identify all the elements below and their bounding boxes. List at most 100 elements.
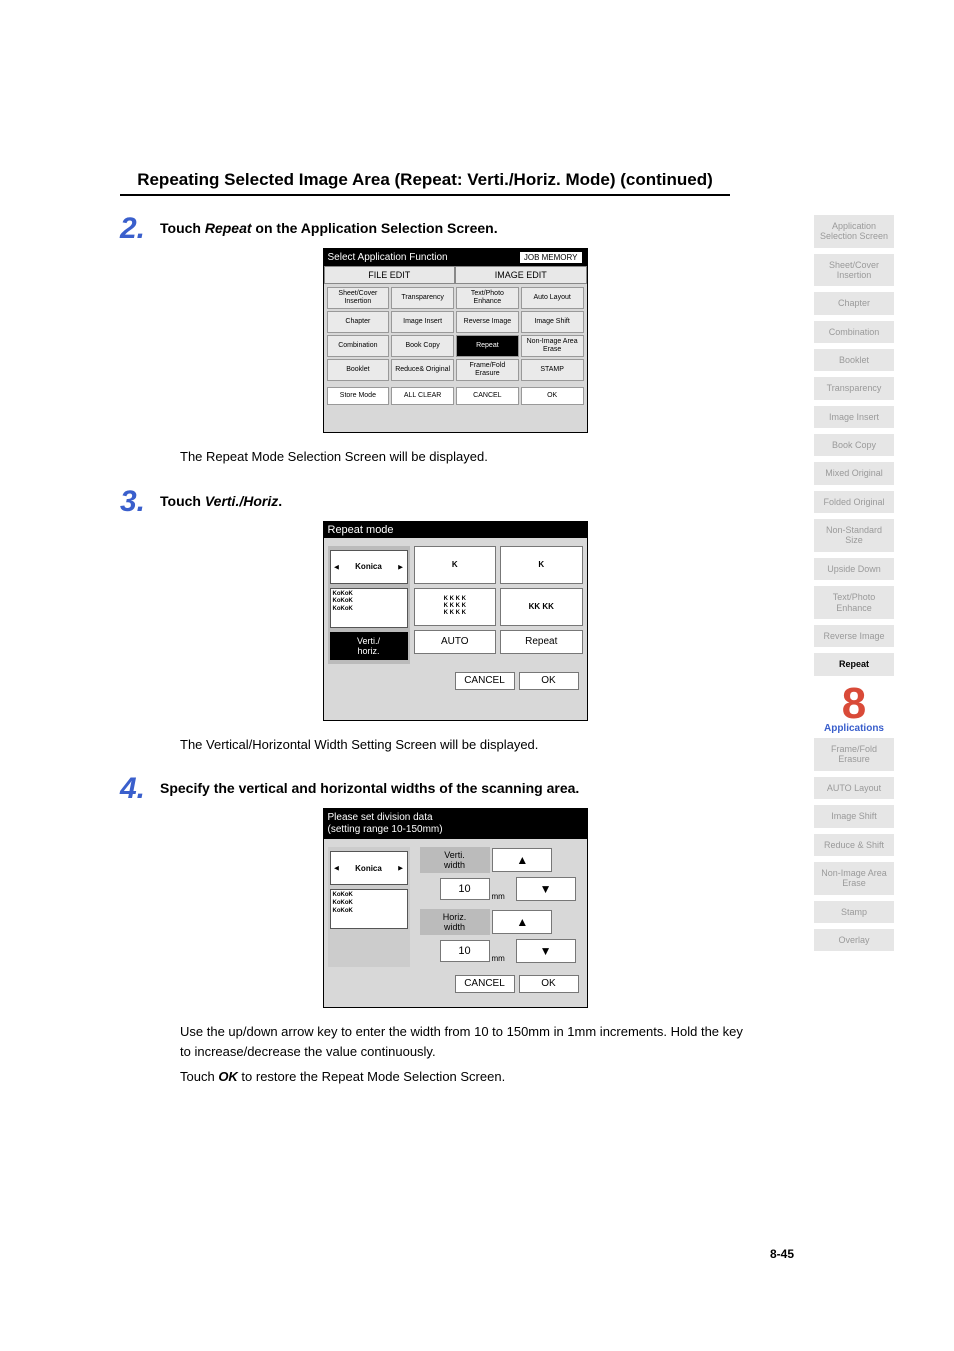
down-arrow-button[interactable]: ▼ (516, 939, 576, 963)
sidebar-item[interactable]: Sheet/Cover Insertion (814, 254, 894, 287)
repeat-header: Repeat mode (324, 522, 587, 538)
repeat-mode-cell[interactable]: K (414, 546, 497, 584)
arrow-icon: ► (397, 562, 405, 571)
sidebar-item[interactable]: Reverse Image (814, 625, 894, 647)
horiz-width-value: 10 (440, 940, 490, 962)
app-btn[interactable]: Book Copy (391, 335, 454, 357)
sidebar-item-repeat[interactable]: Repeat (814, 653, 894, 675)
app-btn[interactable]: Auto Layout (521, 287, 584, 309)
app-screen-header: Select Application Function JOB MEMORY (324, 249, 587, 266)
app-btn[interactable]: Combination (327, 335, 390, 357)
app-btn[interactable]: Image Insert (391, 311, 454, 333)
unit-label: mm (492, 954, 505, 963)
sidebar-item[interactable]: Application Selection Screen (814, 215, 894, 248)
sidebar: Application Selection Screen Sheet/Cover… (814, 215, 894, 957)
ok-button[interactable]: OK (519, 672, 579, 690)
kokok-preview: KoKoK KoKoK KoKoK (330, 588, 408, 628)
sidebar-item[interactable]: Combination (814, 321, 894, 343)
text: Touch (160, 493, 205, 509)
unit-label: mm (492, 892, 505, 901)
text-emphasis: Verti./Horiz (205, 493, 278, 509)
auto-button[interactable]: AUTO (414, 630, 497, 654)
app-btn[interactable]: STAMP (521, 359, 584, 381)
job-memory-button[interactable]: JOB MEMORY (519, 251, 583, 264)
sidebar-item[interactable]: Folded Original (814, 491, 894, 513)
step-4-text2: Touch OK to restore the Repeat Mode Sele… (180, 1067, 750, 1087)
chapter-label: Applications (814, 723, 894, 734)
arrow-icon: ► (397, 864, 405, 873)
app-btn[interactable]: Reduce& Original (391, 359, 454, 381)
sidebar-item[interactable]: Transparency (814, 377, 894, 399)
width-header: Please set division data (setting range … (324, 809, 587, 839)
app-btn[interactable]: Booklet (327, 359, 390, 381)
app-btn[interactable]: Sheet/Cover Insertion (327, 287, 390, 309)
up-arrow-button[interactable]: ▲ (492, 848, 552, 872)
arrow-icon: ◄ (333, 864, 341, 873)
sidebar-item[interactable]: Overlay (814, 929, 894, 951)
sidebar-item[interactable]: Mixed Original (814, 462, 894, 484)
step-2-heading: Touch Repeat on the Application Selectio… (160, 220, 750, 236)
width-left-panel: ◄ Konica ► KoKoK KoKoK KoKoK (328, 847, 410, 967)
sidebar-item[interactable]: Non-Image Area Erase (814, 862, 894, 895)
step-number: 4. (120, 774, 160, 1087)
app-btn[interactable]: Image Shift (521, 311, 584, 333)
sidebar-item[interactable]: Text/Photo Enhance (814, 586, 894, 619)
konica-label: Konica (355, 864, 382, 873)
sidebar-item[interactable]: Chapter (814, 292, 894, 314)
app-btn[interactable]: Transparency (391, 287, 454, 309)
verti-width-label: Verti. width (420, 847, 490, 873)
step-3-heading: Touch Verti./Horiz. (160, 493, 750, 509)
repeat-button[interactable]: Repeat (500, 630, 583, 654)
ok-button[interactable]: OK (519, 975, 579, 993)
step-4-heading: Specify the vertical and horizontal widt… (160, 780, 750, 796)
cancel-button[interactable]: CANCEL (455, 672, 515, 690)
width-setting-screen: Please set division data (setting range … (323, 808, 588, 1008)
width-header-line2: (setting range 10-150mm) (328, 824, 583, 836)
repeat-mode-cell[interactable]: K K K KK K K KK K K K (414, 588, 497, 626)
sidebar-item[interactable]: Image Insert (814, 406, 894, 428)
verti-horiz-button[interactable]: Verti./ horiz. (330, 632, 408, 660)
arrow-icon: ◄ (333, 562, 341, 571)
cancel-button[interactable]: CANCEL (456, 387, 519, 405)
up-arrow-button[interactable]: ▲ (492, 910, 552, 934)
text-emphasis: OK (218, 1069, 238, 1084)
app-btn[interactable]: Reverse Image (456, 311, 519, 333)
kokok-preview: KoKoK KoKoK KoKoK (330, 889, 408, 929)
tab-image-edit[interactable]: IMAGE EDIT (455, 266, 587, 284)
repeat-left-panel: ◄ Konica ► KoKoK KoKoK KoKoK Verti./ hor… (328, 546, 410, 664)
app-btn[interactable]: Chapter (327, 311, 390, 333)
sidebar-item[interactable]: Frame/Fold Erasure (814, 738, 894, 771)
konica-label: Konica (355, 562, 382, 571)
ok-button[interactable]: OK (521, 387, 584, 405)
repeat-mode-cell[interactable]: KK KK (500, 588, 583, 626)
sidebar-item[interactable]: Booklet (814, 349, 894, 371)
tab-file-edit[interactable]: FILE EDIT (324, 266, 456, 284)
page-number: 8-45 (770, 1247, 794, 1261)
step-2-followup: The Repeat Mode Selection Screen will be… (180, 447, 750, 467)
sidebar-item[interactable]: Reduce & Shift (814, 834, 894, 856)
sidebar-item[interactable]: Upside Down (814, 558, 894, 580)
app-btn[interactable]: Text/Photo Enhance (456, 287, 519, 309)
store-mode-button[interactable]: Store Mode (327, 387, 390, 405)
cancel-button[interactable]: CANCEL (455, 975, 515, 993)
sidebar-item[interactable]: Stamp (814, 901, 894, 923)
app-btn[interactable]: Non-Image Area Erase (521, 335, 584, 357)
step-number: 3. (120, 487, 160, 755)
repeat-mode-cell[interactable]: K (500, 546, 583, 584)
sidebar-item[interactable]: Image Shift (814, 805, 894, 827)
step-number: 2. (120, 214, 160, 467)
text: to restore the Repeat Mode Selection Scr… (238, 1069, 505, 1084)
app-header-text: Select Application Function (328, 252, 448, 263)
down-arrow-button[interactable]: ▼ (516, 877, 576, 901)
sidebar-item[interactable]: Book Copy (814, 434, 894, 456)
sidebar-item[interactable]: AUTO Layout (814, 777, 894, 799)
step-4: 4. Specify the vertical and horizontal w… (120, 774, 750, 1087)
app-btn[interactable]: Frame/Fold Erasure (456, 359, 519, 381)
app-btn-repeat[interactable]: Repeat (456, 335, 519, 357)
app-selection-screen: Select Application Function JOB MEMORY F… (323, 248, 588, 433)
step-4-text1: Use the up/down arrow key to enter the w… (180, 1022, 750, 1061)
step-2: 2. Touch Repeat on the Application Selec… (120, 214, 750, 467)
sidebar-item[interactable]: Non-Standard Size (814, 519, 894, 552)
konica-preview: ◄ Konica ► (330, 851, 408, 885)
all-clear-button[interactable]: ALL CLEAR (391, 387, 454, 405)
